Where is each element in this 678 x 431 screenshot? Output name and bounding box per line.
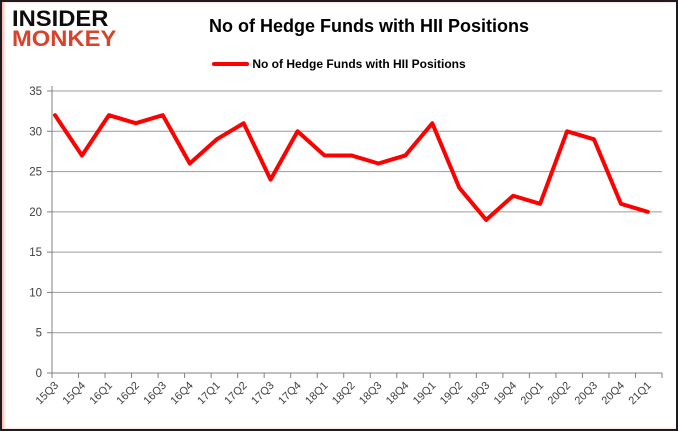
x-tick-label: 19Q2: [438, 380, 466, 408]
x-tick-label: 19Q3: [465, 380, 493, 408]
y-tick-label: 5: [36, 328, 42, 340]
legend: No of Hedge Funds with HII Positions: [2, 57, 676, 71]
y-tick-label: 35: [29, 86, 42, 98]
series-line: [53, 113, 650, 222]
y-tick-label: 10: [29, 287, 42, 299]
x-tick-label: 21Q1: [626, 380, 654, 408]
x-tick-label: 18Q1: [303, 380, 331, 408]
logo-text-monkey: MONKEY: [12, 26, 117, 52]
x-tick-label: 19Q4: [492, 380, 520, 408]
y-tick-label: 30: [29, 126, 42, 138]
x-tick-label: 16Q2: [114, 380, 142, 408]
y-tick-label: 25: [29, 167, 42, 179]
x-tick-label: 18Q4: [384, 380, 412, 408]
chart-title: No of Hedge Funds with HII Positions: [209, 16, 529, 36]
x-tick-label: 17Q4: [276, 380, 304, 408]
x-tick-label: 16Q1: [87, 380, 115, 408]
x-tick-label: 18Q2: [330, 380, 358, 408]
x-tick-label: 19Q1: [411, 380, 439, 408]
legend-label: No of Hedge Funds with HII Positions: [252, 57, 466, 71]
x-tick-label: 17Q2: [222, 380, 250, 408]
legend-line-marker: [212, 62, 250, 66]
x-tick-label: 17Q1: [195, 380, 223, 408]
x-tick-label: 16Q4: [168, 380, 196, 408]
x-tick-label: 18Q3: [357, 380, 385, 408]
x-tick-label: 15Q4: [61, 380, 89, 408]
insider-monkey-logo: INSIDER MONKEY: [12, 6, 117, 52]
x-tick-label: 20Q1: [519, 380, 547, 408]
x-tick-label: 15Q3: [34, 380, 62, 408]
x-tick-label: 17Q3: [249, 380, 277, 408]
x-tick-label: 16Q3: [141, 380, 169, 408]
logo-text-insider: INSIDER: [12, 6, 109, 31]
y-tick-label: 15: [29, 247, 42, 259]
x-tick-label: 20Q4: [600, 380, 628, 408]
x-tick-label: 20Q2: [546, 380, 574, 408]
x-tick-label: 20Q3: [573, 380, 601, 408]
y-tick-label: 20: [29, 207, 42, 219]
y-tick-label: 0: [36, 368, 42, 380]
